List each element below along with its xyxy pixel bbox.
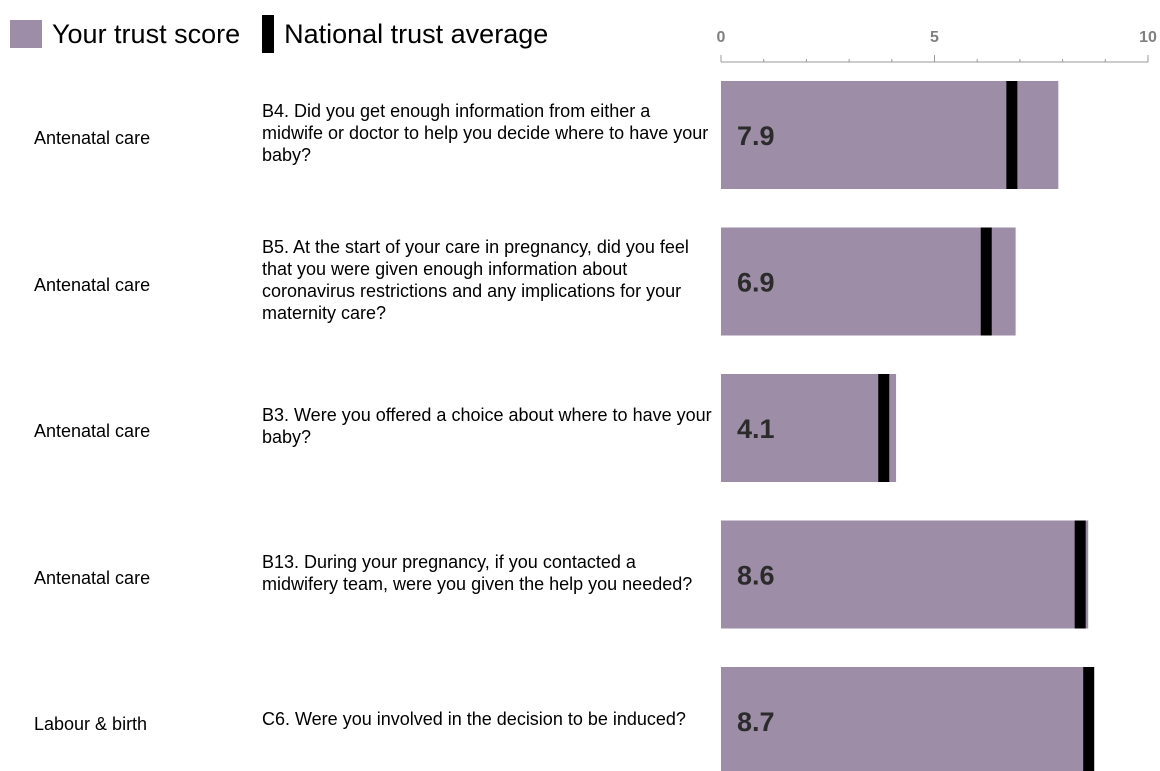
row-section-label: Antenatal care: [34, 421, 151, 441]
row-question-label: B4. Did you get enough information from …: [262, 101, 709, 165]
national-average-marker: [878, 374, 890, 482]
national-average-marker: [980, 227, 992, 336]
trust-score-legend-label: Your trust score: [52, 18, 241, 49]
chart-legend: Your trust score National trust average: [10, 14, 570, 54]
national-average-marker: [1074, 520, 1086, 629]
legend-item-trust-score: Your trust score: [10, 19, 240, 50]
x-tick-label: 5: [930, 29, 939, 46]
bar-value-label: 7.9: [737, 121, 775, 151]
legend-item-national-average: National trust average: [262, 15, 548, 53]
row-section-label: Antenatal care: [34, 274, 151, 295]
row-section-label: Labour & birth: [34, 714, 148, 734]
trust-score-bar: [721, 374, 897, 482]
x-tick-label: 0: [717, 29, 726, 46]
bar-value-label: 8.6: [737, 561, 775, 591]
row-question-label: C6. Were you involved in the decision to…: [262, 709, 686, 729]
row-section-label: Antenatal care: [34, 128, 151, 148]
row-question-label: B13. During your pregnancy, if you conta…: [262, 551, 693, 594]
x-tick-label: 10: [1139, 29, 1157, 46]
trust-score-swatch: [10, 20, 42, 48]
bar-value-label: 8.7: [737, 707, 775, 737]
row-question-label: B3. Were you offered a choice about wher…: [262, 405, 712, 447]
trust-score-bar: [721, 667, 1093, 771]
bar-value-label: 6.9: [737, 268, 775, 298]
national-average-swatch: [262, 15, 275, 53]
national-average-legend-label: National trust average: [284, 18, 549, 49]
trust-score-bar: [721, 227, 1016, 336]
national-average-marker: [1006, 81, 1018, 189]
trust-score-bar: [721, 520, 1089, 629]
row-section-label: Antenatal care: [34, 567, 151, 588]
row-question-label: B5. At the start of your care in pregnan…: [262, 236, 689, 323]
bar-value-label: 4.1: [737, 414, 775, 444]
national-average-marker: [1083, 667, 1095, 771]
trust-score-bar: [721, 81, 1059, 189]
